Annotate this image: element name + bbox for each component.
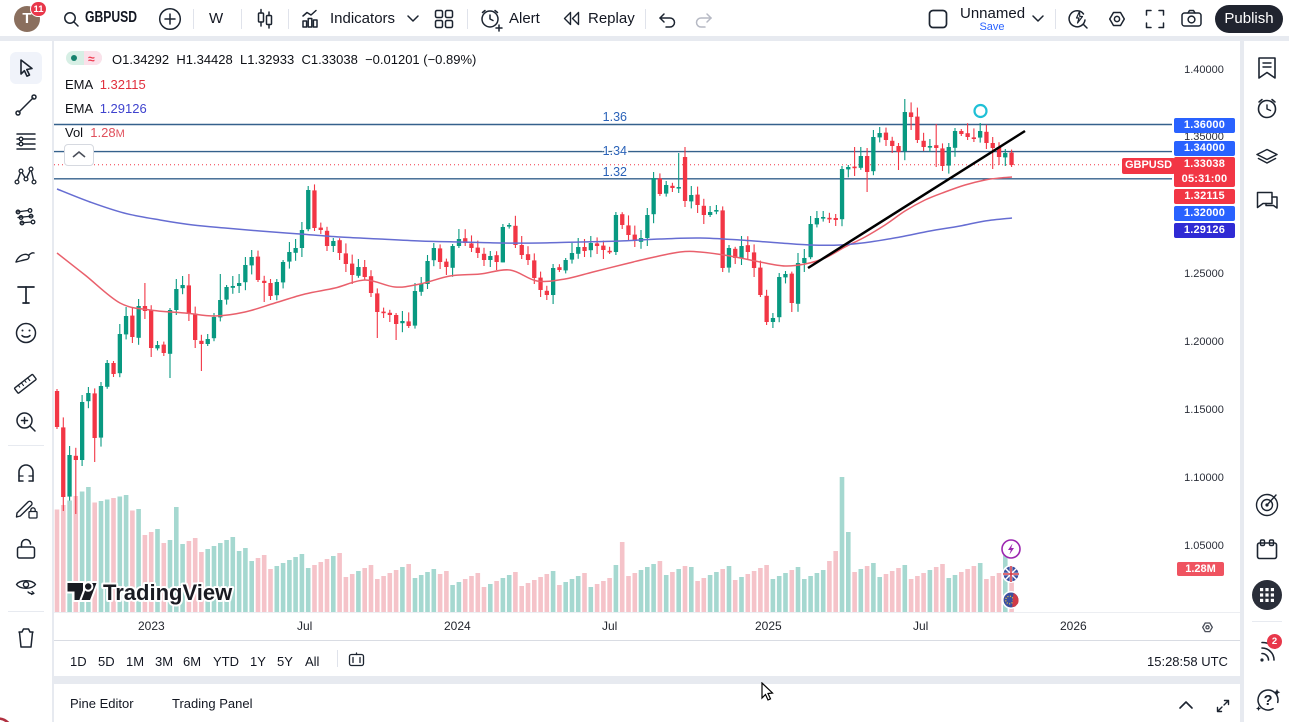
svg-text:1.32: 1.32 <box>603 165 627 179</box>
svg-text:1.34: 1.34 <box>603 144 627 158</box>
svg-text:1.36: 1.36 <box>603 110 627 124</box>
svg-text:?: ? <box>1264 693 1273 709</box>
svg-text:TradingView: TradingView <box>103 580 233 605</box>
